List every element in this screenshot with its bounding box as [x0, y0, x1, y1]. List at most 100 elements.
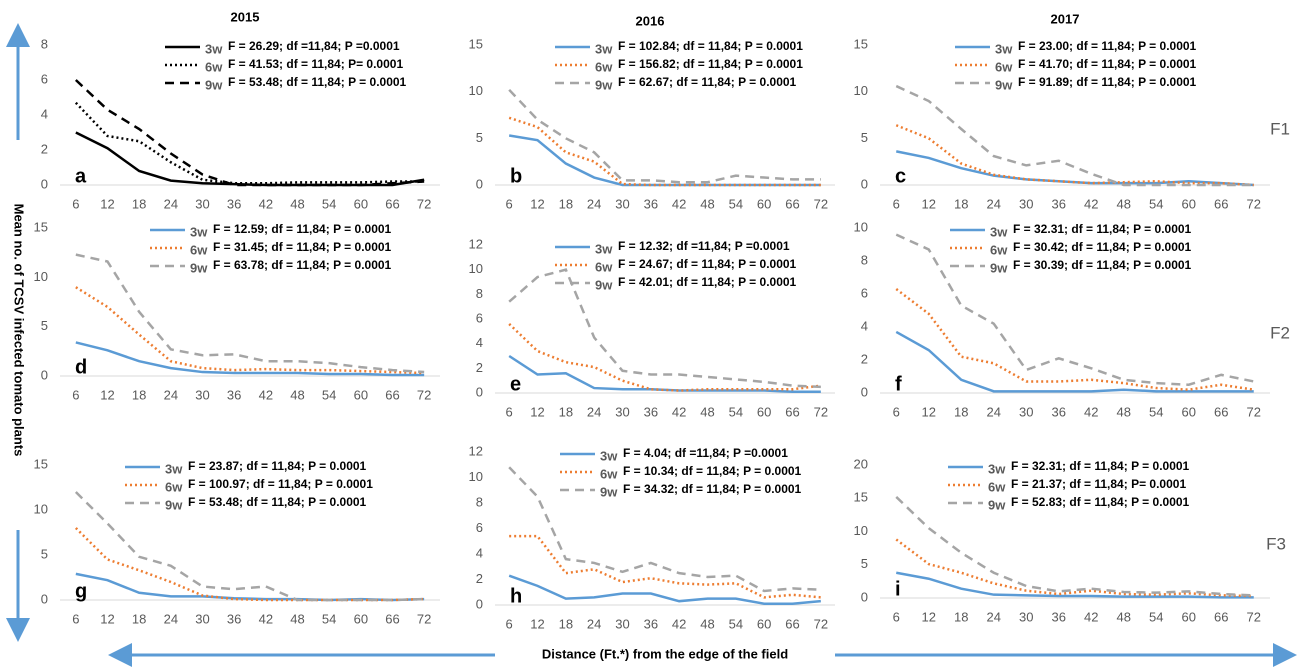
x-tick-label: 48 — [700, 196, 714, 211]
x-tick-label: 24 — [587, 616, 601, 631]
x-tick-label: 12 — [100, 387, 114, 402]
x-tick-label: 72 — [417, 196, 431, 211]
y-tick-label: 6 — [476, 310, 483, 325]
x-tick-label: 6 — [506, 616, 513, 631]
legend-stats: F = 32.31; df = 11,84; P = 0.0001 — [1011, 459, 1190, 473]
panel-label: d — [75, 356, 87, 378]
y-tick-label: 5 — [41, 546, 48, 561]
x-tick-label: 30 — [1019, 196, 1033, 211]
panel-label: f — [895, 373, 902, 395]
x-tick-label: 54 — [1149, 609, 1163, 624]
series-line — [895, 538, 1254, 598]
legend-stats: F = 102.84; df = 11,84; P = 0.0001 — [618, 39, 803, 53]
x-tick-label: 42 — [259, 387, 273, 402]
x-tick-label: 42 — [1084, 404, 1098, 419]
x-tick-label: 36 — [644, 404, 658, 419]
x-tick-label: 42 — [672, 616, 686, 631]
x-tick-label: 18 — [559, 196, 573, 211]
y-tick-label: 15 — [34, 219, 48, 234]
y-tick-label: 12 — [469, 236, 483, 251]
x-tick-label: 30 — [195, 611, 209, 626]
x-tick-label: 30 — [195, 196, 209, 211]
x-tick-label: 54 — [322, 196, 336, 211]
x-tick-label: 18 — [132, 387, 146, 402]
x-tick-label: 72 — [1247, 609, 1261, 624]
legend-name: 9w — [995, 77, 1013, 92]
series-line — [895, 496, 1254, 597]
x-tick-label: 72 — [417, 611, 431, 626]
legend-name: 9w — [190, 260, 208, 275]
y-tick-label: 10 — [854, 83, 868, 98]
legend-stats: F = 53.48; df = 11,84; P = 0.0001 — [228, 75, 407, 89]
row-label: F3 — [1266, 534, 1286, 553]
legend-stats: F = 52.83; df = 11,84; P = 0.0001 — [1011, 495, 1190, 509]
legend-name: 3w — [165, 461, 183, 476]
legend-stats: F = 21.37; df = 11,84; P= 0.0001 — [1011, 477, 1186, 491]
x-tick-label: 30 — [615, 404, 629, 419]
legend-name: 9w — [988, 497, 1006, 512]
y-tick-label: 0 — [476, 384, 483, 399]
x-tick-label: 54 — [1149, 404, 1163, 419]
legend-stats: F = 24.67; df = 11,84; P = 0.0001 — [618, 257, 797, 271]
x-tick-label: 6 — [893, 609, 900, 624]
y-tick-label: 6 — [861, 285, 868, 300]
legend-name: 6w — [595, 259, 613, 274]
y-tick-label: 10 — [854, 219, 868, 234]
x-tick-label: 48 — [290, 387, 304, 402]
x-tick-label: 66 — [385, 387, 399, 402]
x-tick-label: 6 — [72, 387, 79, 402]
x-tick-label: 18 — [559, 404, 573, 419]
legend-stats: F = 53.48; df = 11,84; P = 0.0001 — [188, 495, 367, 509]
x-tick-label: 36 — [1052, 609, 1066, 624]
legend-name: 3w — [595, 241, 613, 256]
x-tick-label: 24 — [587, 404, 601, 419]
y-tick-label: 10 — [469, 83, 483, 98]
legend-stats: F = 12.32; df =11,84; P =0.0001 — [618, 239, 790, 253]
x-tick-label: 12 — [922, 609, 936, 624]
y-tick-label: 5 — [861, 556, 868, 571]
series-line — [508, 88, 821, 184]
x-tick-label: 42 — [1084, 196, 1098, 211]
series-line — [896, 571, 1254, 599]
y-tick-label: 5 — [41, 318, 48, 333]
y-tick-label: 10 — [469, 261, 483, 276]
row-label: F2 — [1270, 323, 1290, 342]
x-tick-label: 54 — [729, 196, 743, 211]
x-tick-label: 48 — [1117, 196, 1131, 211]
x-tick-label: 24 — [164, 387, 178, 402]
x-tick-label: 18 — [132, 611, 146, 626]
legend-stats: F = 30.39; df = 11,84; P = 0.0001 — [1013, 258, 1192, 272]
x-tick-label: 6 — [506, 196, 513, 211]
series-line — [508, 116, 821, 187]
series-line — [74, 527, 425, 602]
panel-label: c — [895, 165, 906, 187]
legend-name: 3w — [988, 461, 1006, 476]
x-tick-label: 24 — [164, 611, 178, 626]
y-tick-label: 4 — [476, 545, 483, 560]
y-tick-label: 6 — [476, 520, 483, 535]
legend-name: 3w — [205, 41, 223, 56]
y-tick-label: 15 — [469, 36, 483, 51]
y-tick-label: 0 — [861, 384, 868, 399]
x-tick-label: 60 — [354, 387, 368, 402]
y-tick-label: 15 — [34, 456, 48, 471]
legend-name: 6w — [595, 59, 613, 74]
x-tick-label: 48 — [1117, 404, 1131, 419]
legend-name: 6w — [990, 242, 1008, 257]
x-tick-label: 12 — [530, 196, 544, 211]
legend-stats: F = 10.34; df = 11,84; P = 0.0001 — [623, 464, 802, 478]
x-tick-label: 24 — [987, 404, 1001, 419]
x-tick-label: 66 — [785, 404, 799, 419]
x-tick-label: 66 — [385, 611, 399, 626]
panel-label: g — [75, 580, 87, 602]
x-tick-label: 72 — [814, 404, 828, 419]
x-tick-label: 24 — [587, 196, 601, 211]
legend-name: 6w — [600, 466, 618, 481]
y-tick-label: 8 — [476, 494, 483, 509]
legend-stats: F = 32.31; df = 11,84; P = 0.0001 — [1013, 222, 1192, 236]
x-tick-label: 42 — [1084, 609, 1098, 624]
legend-stats: F = 12.59; df = 11,84; P = 0.0001 — [213, 222, 392, 236]
x-tick-label: 66 — [785, 196, 799, 211]
panel-label: i — [895, 578, 901, 600]
series-line — [508, 574, 821, 605]
